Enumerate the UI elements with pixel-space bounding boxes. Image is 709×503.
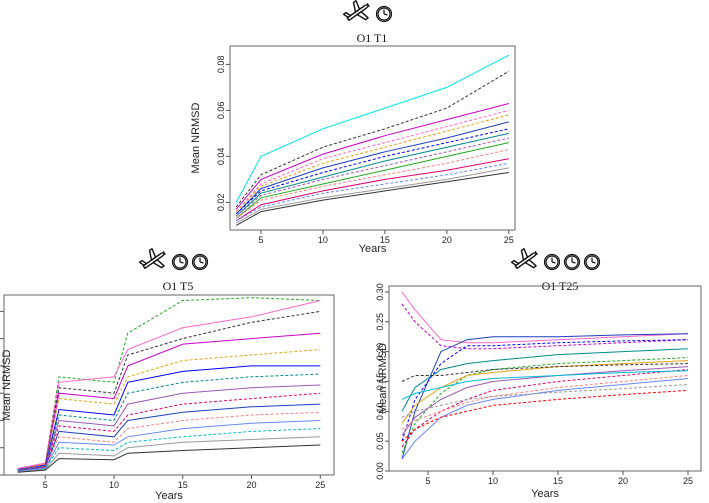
series-line: [17, 310, 321, 470]
chart-title: O1 T5: [163, 279, 194, 293]
y-axis-label: Mean NRMSD: [377, 343, 389, 414]
series-line: [17, 403, 321, 472]
series-line: [17, 436, 321, 473]
series-line: [235, 149, 509, 219]
y-axis-label: Mean NRMSD: [190, 102, 202, 173]
chart-panel: O1 T1 5 10 15 20 25 0.02 0.04 0.06 0.08 Years Mean …: [190, 0, 516, 255]
clock-icon: [583, 253, 601, 271]
y-tick-label: 0.30: [375, 283, 385, 301]
x-tick-label: 5: [258, 235, 263, 245]
airplane-icon: [138, 248, 166, 270]
plot-frame: [388, 285, 702, 472]
x-axis-label: Years: [359, 243, 387, 255]
series-line: [17, 384, 321, 471]
series-line: [235, 132, 509, 217]
series-line: [401, 291, 689, 344]
series-line: [17, 428, 321, 473]
y-tick-label: 0.05: [375, 432, 385, 450]
series-line: [401, 339, 689, 442]
x-tick-label: 10: [488, 476, 498, 486]
series-line: [401, 366, 689, 436]
x-axis-label: Years: [155, 490, 183, 502]
y-tick-label: 0.00: [375, 462, 385, 480]
x-tick-label: 15: [553, 476, 563, 486]
clock-icon: [563, 253, 581, 271]
plot-frame: [229, 45, 516, 231]
series-line: [235, 121, 509, 215]
series-line: [17, 392, 321, 472]
series-line: [235, 167, 509, 224]
x-tick-label: 5: [43, 480, 48, 490]
y-axis-label: Mean NRMSD: [1, 349, 13, 420]
series-line: [401, 384, 689, 418]
series-line: [401, 375, 689, 430]
x-tick-label: 15: [178, 480, 188, 490]
airplane-icon: [342, 0, 370, 22]
clock-icon: [543, 253, 561, 271]
x-tick-label: 5: [425, 476, 430, 486]
series-line: [17, 411, 321, 472]
series-line: [235, 70, 510, 208]
series-line: [235, 162, 509, 222]
series-line: [17, 444, 321, 473]
series-line: [17, 332, 321, 470]
airplane-icon: [510, 248, 538, 270]
series-line: [17, 420, 321, 472]
series-line: [401, 360, 689, 424]
chart-panel: O1 T55101520250.000.050.100.150.200.250.…: [0, 248, 335, 502]
x-tick-label: 10: [318, 235, 328, 245]
x-tick-label: 25: [683, 476, 693, 486]
series-line: [401, 357, 689, 454]
x-tick-label: 10: [109, 480, 119, 490]
x-tick-label: 20: [618, 476, 628, 486]
series-line: [401, 370, 689, 400]
x-tick-label: 15: [380, 235, 390, 245]
series-line: [401, 303, 689, 350]
series-line: [235, 158, 509, 222]
series-line: [235, 137, 509, 217]
y-tick-label: 0.25: [375, 313, 385, 331]
series-line: [401, 389, 689, 442]
y-tick-label: 0.08: [216, 56, 226, 74]
y-tick-label: 0.10: [375, 403, 385, 421]
clock-icon: [375, 5, 393, 23]
x-tick-label: 20: [246, 480, 256, 490]
x-axis-label: Years: [531, 488, 559, 500]
y-tick-label: 0.06: [216, 102, 226, 120]
series-line: [17, 349, 321, 470]
series-line: [401, 348, 689, 412]
y-tick-label: 0.04: [216, 148, 226, 166]
series-line: [235, 109, 509, 212]
x-tick-label: 25: [504, 235, 514, 245]
plot-frame: [3, 294, 335, 476]
series-line: [235, 142, 509, 219]
series-line: [235, 172, 509, 226]
clock-icon: [171, 253, 189, 271]
y-tick-label: 0.20: [375, 343, 385, 361]
series-line: [401, 333, 689, 460]
series-line: [235, 103, 509, 210]
series-line: [235, 54, 510, 203]
x-tick-label: 25: [315, 480, 325, 490]
x-tick-label: 20: [442, 235, 452, 245]
series-line: [401, 363, 689, 382]
y-tick-label: 0.15: [375, 373, 385, 391]
y-tick-label: 0.02: [216, 194, 226, 212]
series-line: [401, 369, 689, 448]
series-line: [235, 114, 509, 212]
series-line: [235, 128, 509, 215]
clock-icon: [191, 253, 209, 271]
series-line: [401, 378, 689, 460]
chart-title: O1 T1: [357, 31, 388, 45]
